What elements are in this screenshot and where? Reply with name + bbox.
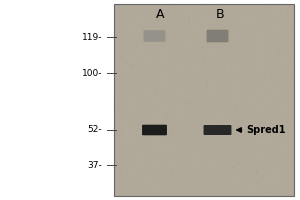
- Text: 119-: 119-: [82, 32, 102, 42]
- FancyBboxPatch shape: [204, 125, 232, 135]
- Text: A: A: [156, 7, 165, 21]
- FancyBboxPatch shape: [142, 125, 167, 135]
- FancyBboxPatch shape: [207, 30, 229, 42]
- Text: 37-: 37-: [87, 160, 102, 170]
- Text: B: B: [216, 7, 225, 21]
- Bar: [114, 4, 294, 196]
- Text: 52-: 52-: [87, 126, 102, 134]
- Text: 100-: 100-: [82, 68, 102, 77]
- Text: Spred1: Spred1: [246, 125, 286, 135]
- FancyBboxPatch shape: [144, 30, 166, 42]
